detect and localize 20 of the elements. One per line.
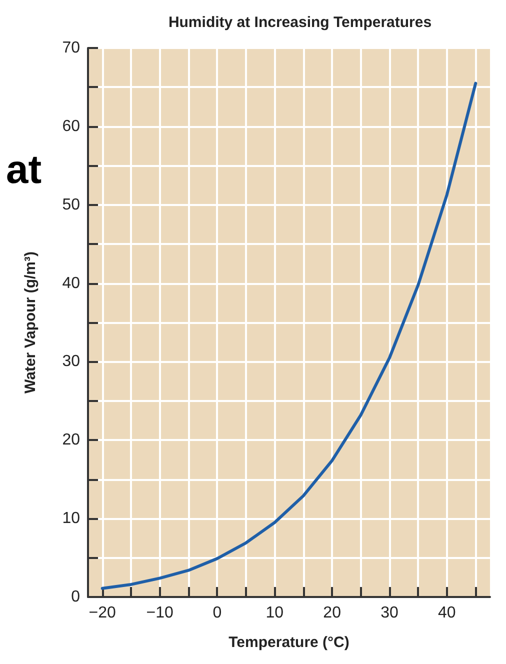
line-series (100, 82, 478, 590)
x-tick-label: 30 (380, 604, 398, 622)
x-tick-label: −10 (146, 604, 174, 622)
y-tick-label: 20 (62, 432, 80, 449)
y-tick-label: 50 (62, 196, 80, 214)
y-tick-label: 30 (62, 353, 80, 370)
y-axis-title: Water Vapour (g/m³) (22, 252, 39, 394)
y-tick-label: 70 (62, 40, 80, 56)
y-tick-label: 40 (62, 274, 80, 292)
x-tick-label: 0 (212, 604, 222, 622)
y-tick-label: 10 (62, 510, 80, 528)
text: at (6, 148, 42, 192)
x-tick-label: 20 (323, 604, 342, 622)
x-tick-label: 40 (438, 604, 456, 622)
y-tick-label: 60 (62, 118, 80, 135)
y-tick-label: 0 (71, 588, 80, 606)
x-tick-label: 10 (266, 604, 284, 622)
x-tick-label: −20 (88, 604, 116, 622)
x-axis-title: Temperature (°C) (228, 634, 350, 651)
chart-title: Humidity at Increasing Temperatures (168, 14, 432, 31)
